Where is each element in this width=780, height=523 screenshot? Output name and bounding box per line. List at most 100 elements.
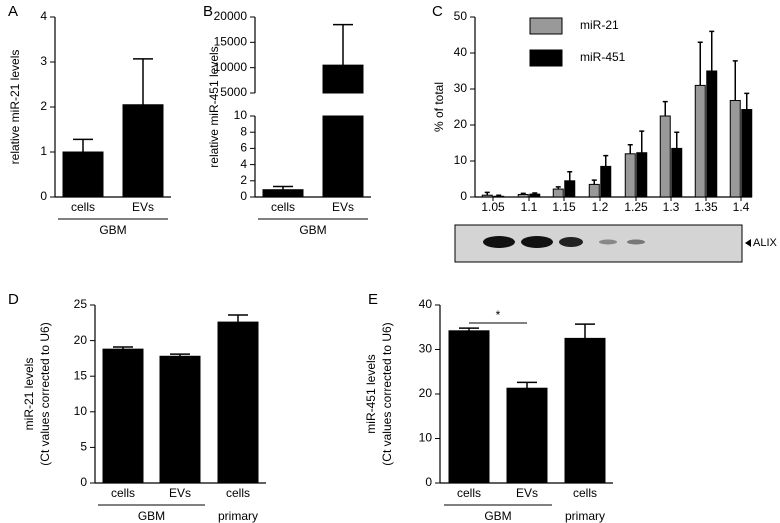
- panel-label: D: [8, 291, 19, 308]
- legend-swatch: [529, 17, 563, 35]
- x-tick-label: 1.1: [521, 200, 538, 214]
- x-tick-label: 1.25: [624, 200, 648, 214]
- y-tick-label: 8: [240, 124, 247, 138]
- error-bar: [228, 314, 248, 323]
- bar: [741, 109, 753, 198]
- x-tick-label: EVs: [516, 486, 538, 500]
- bar: [529, 193, 541, 198]
- bar: [122, 104, 164, 198]
- y-tick-label: 0: [240, 189, 247, 203]
- y-axis-label: miR-451 levels: [364, 354, 378, 433]
- group-label: primary: [565, 509, 605, 523]
- error-bar: [732, 60, 738, 101]
- legend-swatch: [529, 49, 563, 67]
- legend-label: miR-451: [580, 50, 626, 64]
- bar: [493, 195, 505, 198]
- x-tick-label: 1.3: [663, 200, 680, 214]
- bar: [659, 115, 671, 198]
- y-tick-label: 5000: [220, 85, 247, 99]
- x-tick-label: cells: [226, 486, 250, 500]
- western-blot: ALIX: [454, 224, 778, 263]
- y-tick-label: 10000: [214, 60, 248, 74]
- y-tick-label: 40: [419, 297, 433, 311]
- x-tick-label: cells: [573, 486, 597, 500]
- y-tick-label: 15: [74, 368, 88, 382]
- blot-band: [521, 236, 553, 248]
- y-tick-label: 50: [454, 9, 468, 23]
- bar: [564, 180, 576, 198]
- bar: [706, 70, 718, 198]
- y-tick-label: 0: [40, 189, 47, 203]
- bar: [671, 147, 683, 198]
- x-tick-label: cells: [457, 486, 481, 500]
- y-axis-label: (Ct values corrected to U6): [380, 322, 394, 465]
- bar: [517, 193, 529, 198]
- y-tick-label: 10: [419, 431, 433, 445]
- error-bar: [273, 185, 293, 190]
- y-tick-label: 0: [425, 475, 432, 489]
- y-axis-label: relative miR-451 levels: [207, 46, 221, 167]
- bar: [262, 189, 304, 198]
- x-tick-label: cells: [271, 200, 295, 214]
- y-tick-label: 10: [454, 153, 468, 167]
- y-axis-label: relative miR-21 levels: [8, 50, 22, 165]
- bar: [506, 387, 548, 484]
- error-bar: [333, 23, 353, 66]
- y-tick-label: 20: [419, 386, 433, 400]
- bar: [600, 165, 612, 198]
- bar: [552, 188, 564, 198]
- x-tick-label: 1.35: [694, 200, 718, 214]
- bar: [102, 348, 144, 484]
- error-bar: [496, 194, 502, 197]
- y-tick-label: 3: [40, 54, 47, 68]
- y-tick-label: 2: [40, 99, 47, 113]
- significance-label: *: [496, 308, 501, 322]
- x-tick-label: 1.15: [552, 200, 576, 214]
- y-tick-label: 20: [454, 117, 468, 131]
- panel-label: B: [203, 3, 213, 20]
- y-tick-label: 30: [454, 81, 468, 95]
- y-tick-label: 30: [419, 342, 433, 356]
- bar: [729, 100, 741, 198]
- error-bar: [517, 381, 537, 389]
- x-tick-label: EVs: [132, 200, 154, 214]
- error-bar: [532, 192, 538, 195]
- error-bar: [567, 171, 573, 181]
- bar: [694, 84, 706, 198]
- error-bar: [520, 192, 526, 195]
- error-bar: [591, 179, 597, 185]
- group-label: GBM: [299, 223, 326, 237]
- y-axis-label: (Ct values corrected to U6): [38, 322, 52, 465]
- error-bar: [459, 327, 479, 331]
- y-tick-label: 20000: [214, 9, 248, 23]
- y-tick-label: 25: [74, 297, 88, 311]
- bar: [159, 355, 201, 484]
- y-tick-label: 6: [240, 141, 247, 155]
- error-bar: [555, 186, 561, 190]
- y-tick-label: 5: [80, 440, 87, 454]
- error-bar: [674, 131, 680, 149]
- error-bar: [697, 41, 703, 86]
- y-tick-label: 2: [240, 173, 247, 187]
- x-tick-label: EVs: [332, 200, 354, 214]
- error-bar: [113, 346, 133, 350]
- bar: [588, 183, 600, 198]
- bar: [448, 330, 490, 484]
- bar: [481, 194, 493, 198]
- error-bar: [603, 154, 609, 167]
- panel-label: C: [432, 3, 443, 20]
- error-bar: [639, 130, 645, 153]
- legend-label: miR-21: [580, 18, 619, 32]
- y-tick-label: 40: [454, 45, 468, 59]
- blot-band: [599, 239, 617, 245]
- y-tick-label: 0: [80, 475, 87, 489]
- x-tick-label: 1.2: [592, 200, 609, 214]
- blot-band: [483, 236, 515, 248]
- error-bar: [709, 30, 715, 71]
- error-bar: [484, 191, 490, 196]
- x-tick-label: cells: [71, 200, 95, 214]
- blot-band: [559, 237, 583, 247]
- group-label: GBM: [99, 223, 126, 237]
